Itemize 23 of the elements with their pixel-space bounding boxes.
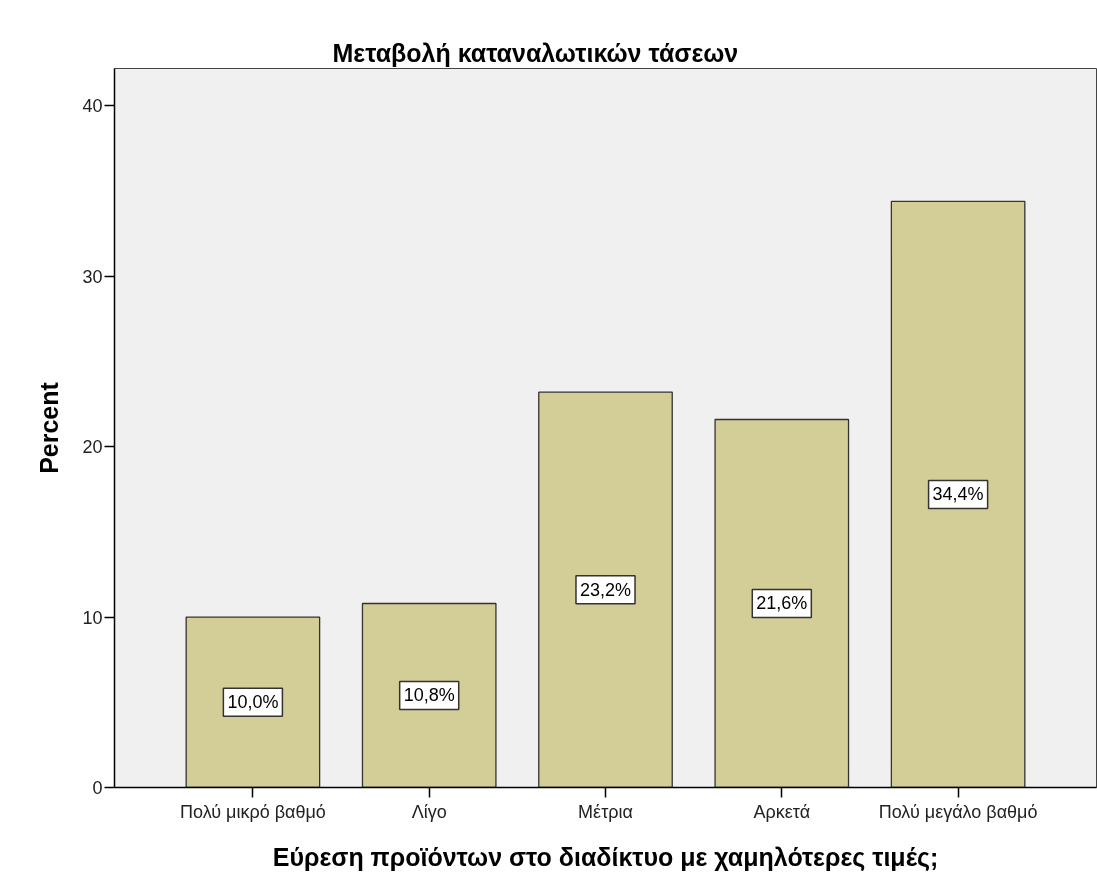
bar [361,602,497,788]
bar [890,200,1026,788]
y-tick-label: 20 [82,437,103,458]
x-axis-title: Εύρεση προϊόντων στο διαδίκτυο με χαμηλότερες τιμές; [272,842,939,872]
y-tick-label: 0 [92,778,103,798]
data-label: 23,2% [579,579,632,600]
data-label: 21,6% [756,593,808,614]
x-tick-label: Μέτρια [578,801,633,822]
y-tick-label: 30 [82,266,103,287]
data-label: 10,8% [403,685,455,706]
x-tick-label: Αρκετά [753,801,811,822]
chart-title: Μεταβολή καταναλωτικών τάσεων [332,38,739,67]
y-axis-title: Percent [35,381,64,474]
x-tick-label: Πολύ μεγάλο βαθμό [878,801,1038,822]
data-label: 34,4% [932,484,984,505]
bar [185,616,321,788]
x-tick-label: Πολύ μικρό βαθμό [179,801,326,822]
x-tick-label: Λίγο [411,801,447,822]
data-label: 10,0% [227,692,279,713]
bar [538,391,673,788]
bar [714,418,850,788]
y-tick-label: 10 [82,607,103,628]
y-tick-label: 40 [82,96,103,117]
